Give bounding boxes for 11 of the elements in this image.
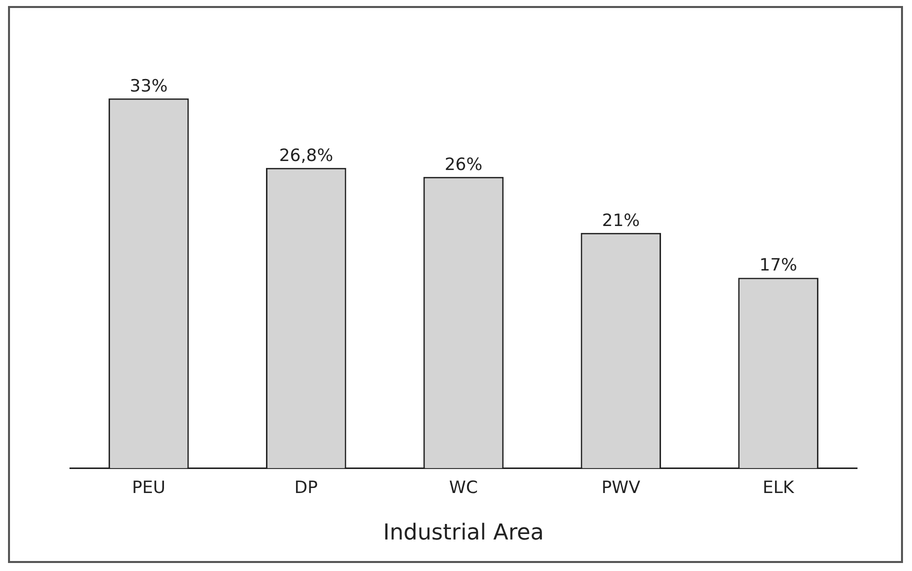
x-tick-label: PEU — [132, 478, 166, 498]
x-tick-label: WC — [449, 478, 478, 498]
x-axis-title: Industrial Area — [383, 520, 544, 546]
data-label: 33% — [130, 76, 168, 96]
x-tick-label: ELK — [762, 478, 795, 498]
x-tick-label: PWV — [602, 478, 641, 498]
data-label: 26% — [444, 154, 482, 175]
data-label: 21% — [602, 210, 640, 231]
data-label: 17% — [759, 256, 798, 276]
data-label: 26,8% — [279, 146, 334, 166]
x-tick-label: DP — [294, 478, 318, 498]
